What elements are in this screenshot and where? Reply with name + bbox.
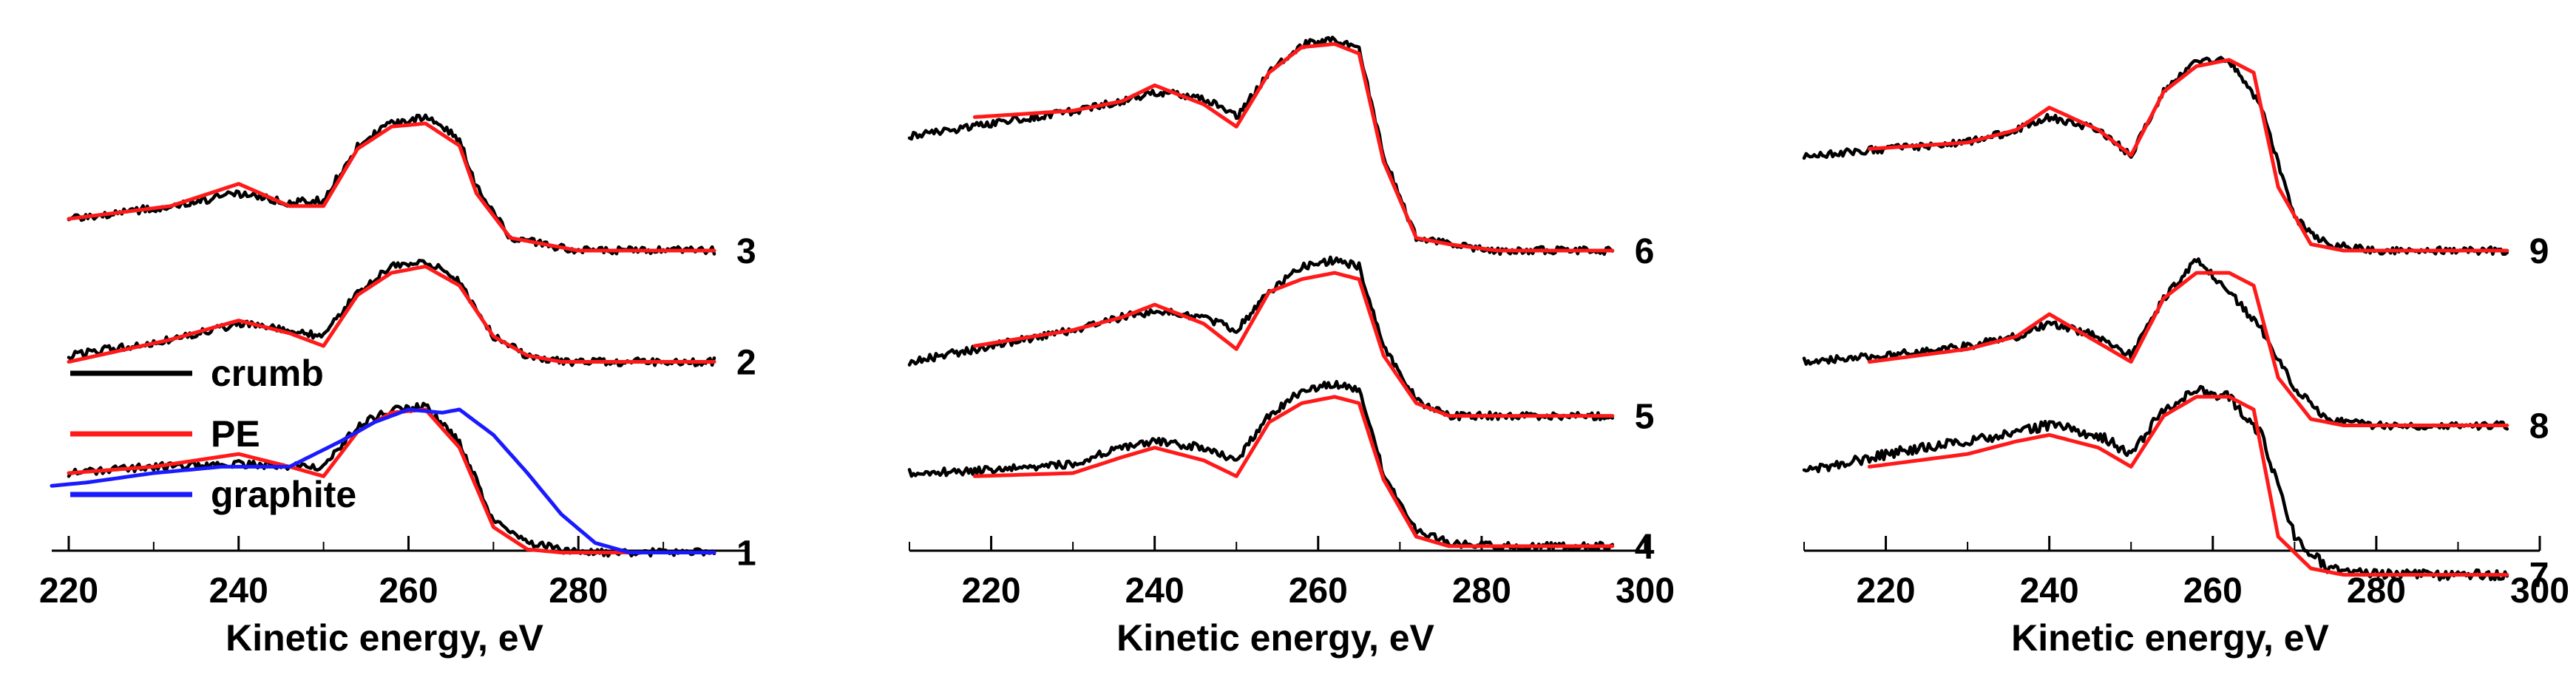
curve-label-9: 9 xyxy=(2529,232,2549,271)
x-tick-label: 240 xyxy=(2020,571,2079,611)
x-tick-label: 220 xyxy=(962,571,1021,611)
series-line-PE-curve-9 xyxy=(1867,58,2509,253)
x-tick-label: 260 xyxy=(1289,571,1348,611)
series-line-PE-curve-5 xyxy=(972,271,1615,418)
x-tick-label: 280 xyxy=(1452,571,1511,611)
curve-label-7: 7 xyxy=(2529,557,2549,596)
series-line-crumb-curve-2 xyxy=(67,259,716,367)
x-tick-label: 220 xyxy=(1857,571,1916,611)
curve-2: 2 xyxy=(67,259,756,383)
x-axis-title-panel-2: Kinetic energy, eV xyxy=(1116,617,1434,659)
x-tick-label: 280 xyxy=(2347,571,2406,611)
curve-label-5: 5 xyxy=(1635,398,1655,437)
series-line-PE-curve-4 xyxy=(972,395,1615,548)
curve-8: 8 xyxy=(1802,257,2549,446)
x-axis-title-panel-1: Kinetic energy, eV xyxy=(226,617,543,659)
series-line-PE-curve-8 xyxy=(1867,271,2509,427)
series-line-crumb-curve-4 xyxy=(907,379,1615,552)
series-line-PE-curve-6 xyxy=(972,42,1615,253)
series-line-PE-curve-1 xyxy=(67,407,716,554)
series-line-PE-curve-2 xyxy=(67,265,716,364)
series-line-crumb-curve-9 xyxy=(1802,55,2509,256)
legend-label-graphite: graphite xyxy=(211,474,356,515)
curve-label-2: 2 xyxy=(736,344,756,383)
series-line-graphite-curve-1 xyxy=(50,407,716,554)
series-line-PE-curve-3 xyxy=(67,121,716,253)
series-line-PE-curve-7 xyxy=(1867,395,2509,577)
x-tick-label: 240 xyxy=(209,571,268,611)
x-tick-label: 260 xyxy=(379,571,438,611)
series-line-crumb-curve-7 xyxy=(1802,384,2509,582)
curve-label-4: 4 xyxy=(1635,528,1655,567)
curve-label-8: 8 xyxy=(2529,407,2549,446)
series-line-crumb-curve-3 xyxy=(67,113,716,256)
x-axis-title-panel-3: Kinetic energy, eV xyxy=(2011,617,2329,659)
x-tick-label: 280 xyxy=(549,571,608,611)
curve-6: 6 xyxy=(907,35,1655,271)
panel-1: Kinetic energy, eV crumb PE graphite 220… xyxy=(39,113,756,659)
curve-4: 4 xyxy=(907,379,1655,567)
panel-3: Kinetic energy, eV 220 240 260 280 300 9 8 7 xyxy=(1802,55,2569,659)
x-tick-label: 220 xyxy=(39,571,98,611)
curve-label-6: 6 xyxy=(1635,232,1655,271)
curve-9: 9 xyxy=(1802,55,2549,271)
panel-2: Kinetic energy, eV 220 240 260 280 300 6 5 4 xyxy=(907,35,1675,659)
legend-label-PE: PE xyxy=(211,413,260,455)
legend-label-crumb: crumb xyxy=(211,353,324,394)
curve-1: 1 xyxy=(50,401,756,574)
curve-label-1: 1 xyxy=(736,534,756,574)
series-line-crumb-curve-6 xyxy=(907,35,1615,256)
x-tick-label: 300 xyxy=(2510,571,2569,611)
x-tick-label: 260 xyxy=(2183,571,2243,611)
x-tick-label: 240 xyxy=(1125,571,1184,611)
curve-label-3: 3 xyxy=(736,232,756,271)
x-tick-label: 300 xyxy=(1616,571,1675,611)
curve-3: 3 xyxy=(67,113,756,271)
curve-7: 7 xyxy=(1802,384,2549,596)
curve-5: 5 xyxy=(907,255,1655,437)
series-line-crumb-curve-8 xyxy=(1802,257,2509,431)
legend: crumb PE graphite xyxy=(70,353,356,515)
series-line-crumb-curve-1 xyxy=(67,401,716,558)
